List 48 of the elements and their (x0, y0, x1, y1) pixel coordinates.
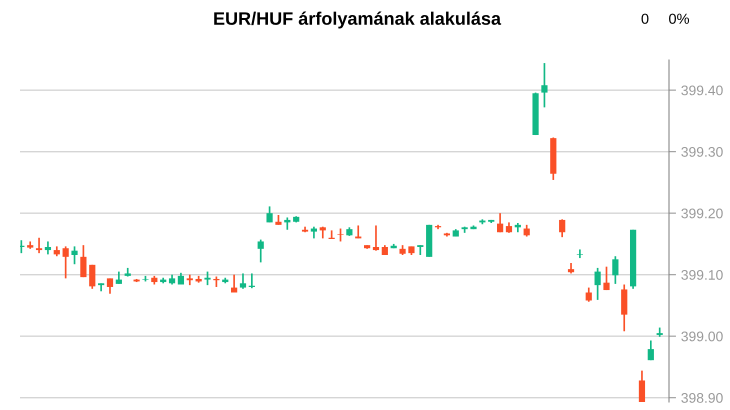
candlestick (266, 206, 273, 224)
candlestick (506, 222, 512, 234)
text: 0% (669, 14, 690, 24)
candlestick (648, 340, 654, 362)
candlestick (496, 212, 504, 234)
candlestick (559, 218, 566, 238)
y-tick-label: 399.10 (681, 270, 723, 280)
candlestick (248, 272, 255, 290)
candlestick (638, 370, 646, 402)
candlestick (586, 286, 592, 303)
candlestick (106, 278, 114, 295)
y-tick-label: 399.30 (681, 146, 723, 157)
candlestick (514, 222, 521, 234)
candlestick (541, 62, 548, 108)
candlestick (594, 267, 601, 301)
candlestick (382, 244, 388, 256)
candlestick (62, 246, 69, 280)
y-tick-label: 399.00 (681, 332, 723, 342)
candlestick (524, 224, 530, 238)
candlestick (320, 226, 326, 240)
candlestick (231, 274, 238, 294)
candlestick (310, 226, 318, 240)
candlestick (656, 326, 663, 338)
candlestick (44, 240, 52, 256)
candlestick (603, 266, 610, 291)
candlestick (80, 244, 86, 278)
candlestick (168, 274, 176, 286)
candlestick (240, 272, 246, 290)
candlestick (284, 216, 290, 231)
candlestick (204, 270, 211, 286)
candlestick (116, 270, 122, 285)
y-tick-label: 398.90 (681, 393, 723, 403)
candlestick (36, 236, 42, 254)
candlestick (71, 246, 78, 266)
text: 0 (642, 14, 648, 24)
candlestick (568, 262, 574, 274)
candlestick (417, 244, 424, 256)
y-tick-label: 399.40 (681, 85, 723, 96)
candlestick (54, 246, 60, 258)
candlestick (275, 214, 282, 226)
candlestick (258, 238, 264, 264)
candlestick (89, 264, 96, 290)
candlestick (399, 244, 406, 256)
candlestick (612, 255, 618, 285)
chart-title: EUR/HUF árfolyamának alakulása (214, 12, 502, 28)
candlestick (372, 224, 380, 252)
y-tick-label: 399.20 (681, 208, 723, 218)
candlestick (355, 224, 362, 240)
